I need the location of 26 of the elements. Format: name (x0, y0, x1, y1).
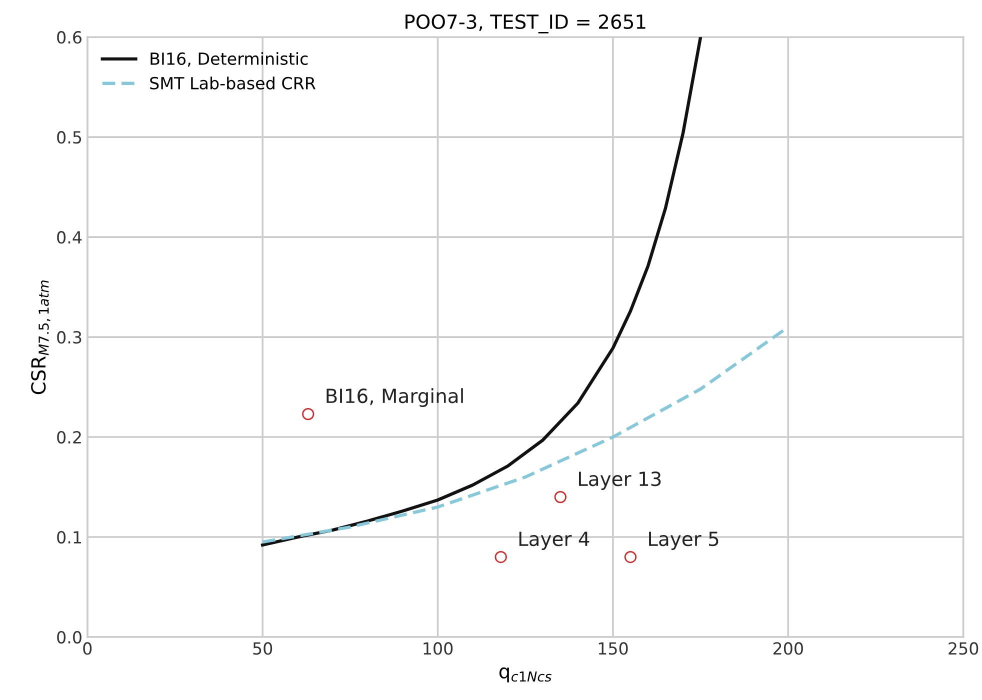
y-tick-label: 0.4 (57, 231, 82, 244)
y-tick-label: 0.5 (57, 131, 82, 144)
chart-title: POO7-3, TEST_ID = 2651 (406, 14, 646, 34)
point (494, 550, 507, 564)
point (624, 550, 637, 564)
x-tick-label: 150 (598, 642, 628, 655)
point (554, 490, 566, 504)
y-tick-label: 0.2 (57, 430, 81, 444)
x-tick-label: 0 (83, 642, 92, 655)
y-tick-label: 0.1 (57, 530, 81, 544)
point (302, 408, 314, 420)
x-tick-label: 50 (253, 642, 272, 655)
annotation: BI16, Marginal (326, 388, 463, 407)
x-tick-label: 200 (773, 642, 803, 655)
y-tick-label: 0.0 (57, 630, 82, 644)
annotation: Layer 13 (578, 471, 661, 490)
legend-label: SMT Lab-based CRR (150, 76, 316, 90)
annotation: Layer 5 (649, 532, 718, 550)
x-tick-label: 250 (948, 642, 978, 655)
y-tick-label: 0.6 (57, 31, 82, 44)
x-tick-label: 100 (424, 642, 453, 655)
annotation: Layer 4 (519, 532, 590, 550)
x-axis-title: q$_{c1Ncs}$ (499, 667, 552, 682)
y-axis-title: CSR$_{M7.5,1atm}$ (31, 280, 50, 394)
legend-label: BI16, Deterministic (150, 52, 308, 67)
y-tick-label: 0.3 (57, 331, 82, 344)
